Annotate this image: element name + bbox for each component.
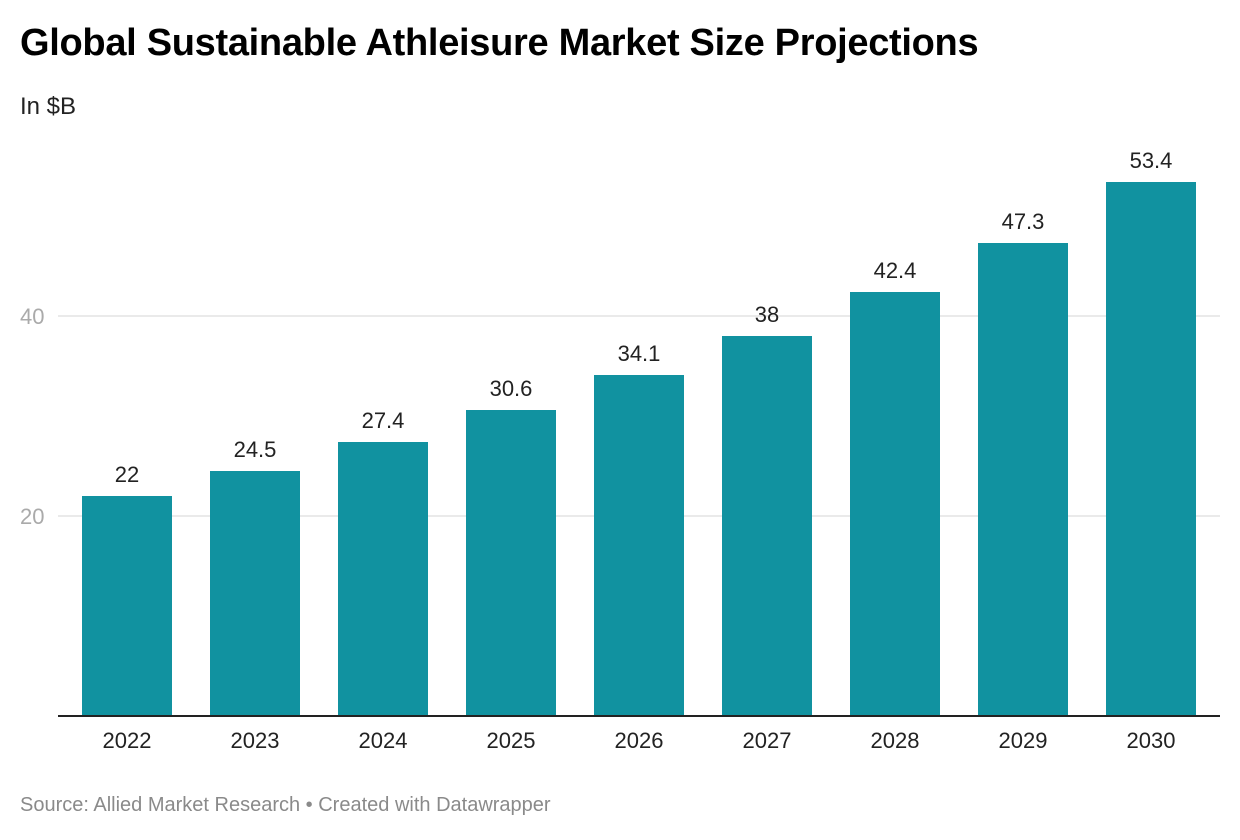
- bar-2022: [82, 496, 172, 716]
- x-tick-label: 2028: [871, 728, 920, 753]
- value-label: 38: [755, 302, 779, 327]
- bar-2029: [978, 243, 1068, 716]
- bar-2030: [1106, 182, 1196, 716]
- bar-chart: 20 40 22 2022 24.5 2023 27.4 2024 30.6 2025 34.1 20…: [20, 148, 1220, 753]
- value-label: 30.6: [490, 376, 533, 401]
- value-label: 24.5: [234, 437, 277, 462]
- bar-2024: [338, 442, 428, 716]
- value-label: 53.4: [1130, 148, 1173, 173]
- x-tick-label: 2024: [359, 728, 408, 753]
- bar-2025: [466, 410, 556, 716]
- x-tick-label: 2027: [743, 728, 792, 753]
- value-label: 27.4: [362, 408, 405, 433]
- y-tick-label: 40: [20, 304, 44, 329]
- bar-2026: [594, 375, 684, 716]
- bar-2023: [210, 471, 300, 716]
- bar-2027: [722, 336, 812, 716]
- value-label: 34.1: [618, 341, 661, 366]
- x-tick-label: 2023: [231, 728, 280, 753]
- y-tick-label: 20: [20, 504, 44, 529]
- value-label: 22: [115, 462, 139, 487]
- bar-2028: [850, 292, 940, 716]
- x-tick-label: 2029: [999, 728, 1048, 753]
- x-tick-label: 2022: [103, 728, 152, 753]
- x-tick-label: 2025: [487, 728, 536, 753]
- source-footer: Source: Allied Market Research • Created…: [20, 794, 551, 816]
- x-tick-label: 2030: [1127, 728, 1176, 753]
- value-label: 42.4: [874, 258, 917, 283]
- bars: [82, 182, 1196, 716]
- chart-title: Global Sustainable Athleisure Market Siz…: [20, 22, 979, 64]
- value-label: 47.3: [1002, 209, 1045, 234]
- chart-subtitle: In $B: [20, 93, 77, 120]
- labels: 20 40 22 2022 24.5 2023 27.4 2024 30.6 2025 34.1 20…: [20, 148, 1175, 753]
- x-tick-label: 2026: [615, 728, 664, 753]
